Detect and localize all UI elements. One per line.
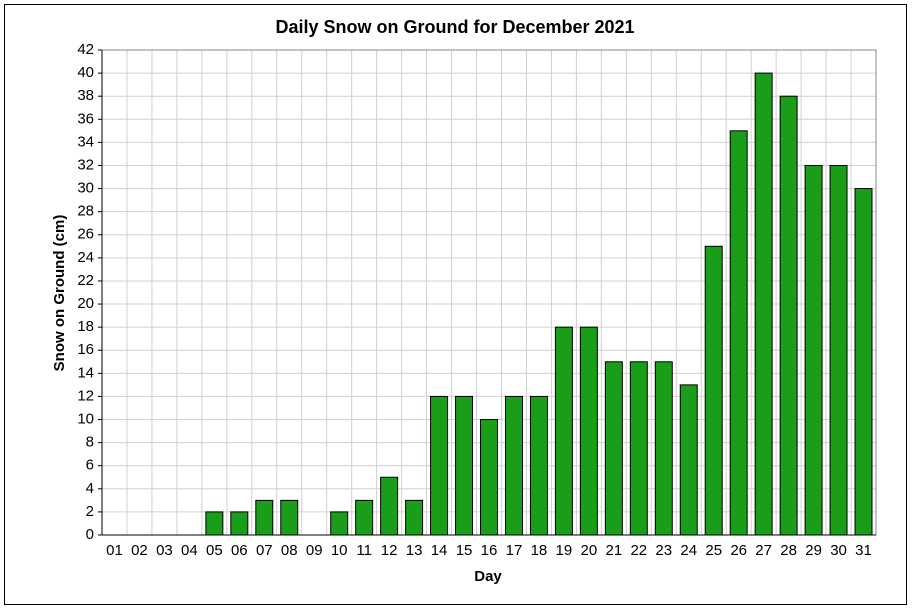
- chart-title: Daily Snow on Ground for December 2021: [275, 17, 634, 37]
- x-tick-label: 02: [131, 542, 148, 559]
- y-tick-label: 22: [77, 272, 94, 289]
- bar: [654, 361, 673, 536]
- x-tick-label: 22: [630, 542, 647, 559]
- y-tick-label: 6: [86, 457, 94, 474]
- x-tick-label: 01: [106, 542, 123, 559]
- x-tick-label: 13: [406, 542, 423, 559]
- x-tick-label: 12: [381, 542, 398, 559]
- bar: [480, 419, 498, 536]
- y-tick-label: 38: [77, 87, 94, 104]
- bar: [604, 361, 623, 536]
- x-tick-label: 10: [331, 542, 348, 559]
- bar: [455, 395, 474, 536]
- x-tick-label: 20: [581, 542, 598, 559]
- bar: [280, 499, 299, 536]
- bar: [255, 499, 274, 536]
- x-tick-label: 03: [156, 542, 173, 559]
- x-tick-label: 29: [805, 542, 822, 559]
- y-tick-label: 4: [86, 480, 94, 497]
- x-tick-label: 05: [206, 542, 223, 559]
- x-tick-label: 14: [431, 542, 448, 559]
- x-tick-label: 27: [755, 542, 772, 559]
- y-tick-label: 42: [77, 41, 94, 58]
- x-tick-label: 31: [855, 542, 872, 559]
- y-tick-label: 26: [77, 226, 94, 243]
- bar: [754, 72, 773, 536]
- x-tick-label: 06: [231, 542, 248, 559]
- y-tick-label: 40: [77, 64, 94, 81]
- y-tick-label: 28: [77, 203, 94, 220]
- y-tick-label: 16: [77, 341, 94, 358]
- y-tick-label: 36: [77, 110, 94, 127]
- x-tick-label: 19: [556, 542, 573, 559]
- bar: [554, 326, 573, 536]
- y-tick-label: 32: [77, 156, 94, 173]
- y-tick-label: 0: [86, 526, 94, 543]
- bar: [230, 511, 249, 536]
- x-tick-label: 15: [456, 542, 473, 559]
- y-tick-label: 20: [77, 295, 94, 312]
- bar: [854, 188, 873, 536]
- bar: [330, 511, 349, 536]
- y-tick-label: 10: [77, 410, 94, 427]
- x-tick-label: 17: [506, 542, 523, 559]
- x-tick-label: 24: [680, 542, 697, 559]
- x-tick-label: 26: [730, 542, 747, 559]
- bar: [380, 476, 399, 536]
- y-tick-label: 2: [86, 503, 94, 520]
- x-tick-label: 28: [780, 542, 797, 559]
- x-tick-label: 30: [830, 542, 847, 559]
- bar: [704, 245, 723, 536]
- bar: [529, 395, 548, 536]
- y-tick-label: 12: [77, 387, 94, 404]
- bar: [355, 499, 374, 536]
- bar: [729, 130, 748, 536]
- bar: [829, 164, 848, 536]
- x-tick-label: 07: [256, 542, 273, 559]
- bar: [579, 326, 598, 536]
- bar: [679, 384, 698, 536]
- y-tick-label: 18: [77, 318, 94, 335]
- bar: [804, 164, 823, 536]
- bar: [629, 361, 648, 536]
- y-axis-label: Snow on Ground (cm): [51, 215, 68, 372]
- x-tick-label: 08: [281, 542, 298, 559]
- bar: [779, 95, 798, 536]
- x-tick-label: 18: [531, 542, 548, 559]
- x-tick-label: 16: [481, 542, 498, 559]
- bar: [405, 499, 424, 536]
- y-tick-label: 30: [77, 180, 94, 197]
- y-tick-label: 24: [77, 249, 94, 266]
- x-tick-label: 25: [705, 542, 722, 559]
- x-tick-label: 23: [655, 542, 672, 559]
- y-tick-label: 34: [77, 133, 94, 150]
- bar: [205, 511, 224, 536]
- bar: [430, 395, 449, 536]
- x-tick-label: 09: [306, 542, 323, 559]
- x-tick-label: 21: [605, 542, 622, 559]
- bar: [504, 395, 523, 536]
- x-tick-label: 11: [356, 542, 372, 559]
- y-tick-label: 8: [86, 434, 94, 451]
- x-tick-label: 04: [181, 542, 198, 559]
- y-tick-label: 14: [77, 364, 94, 381]
- x-axis-label: Day: [474, 568, 502, 585]
